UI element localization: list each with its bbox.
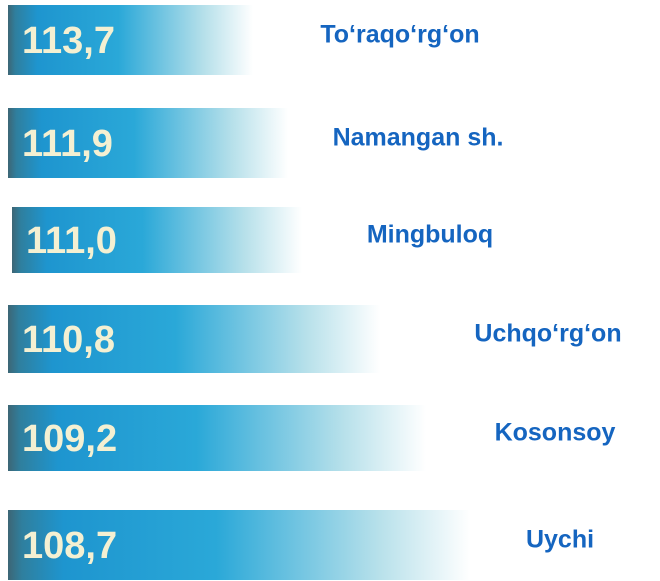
value-label: 111,9	[22, 123, 113, 165]
region-name: Uchqo‘rg‘on	[474, 320, 621, 348]
bar	[8, 5, 253, 75]
region-name: To‘raqo‘rg‘on	[320, 21, 479, 49]
value-label: 108,7	[22, 525, 117, 567]
region-name: Mingbuloq	[367, 221, 493, 249]
bar	[12, 207, 302, 273]
bar	[8, 510, 470, 580]
bar	[8, 405, 426, 471]
bar	[8, 108, 288, 178]
value-label: 109,2	[22, 418, 117, 460]
value-label: 111,0	[26, 220, 117, 262]
region-name: Kosonsoy	[495, 419, 616, 447]
region-name: Namangan sh.	[333, 124, 504, 152]
value-label: 113,7	[22, 20, 115, 62]
value-label: 110,8	[22, 319, 115, 361]
bar	[8, 305, 380, 373]
region-name: Uychi	[526, 526, 594, 554]
